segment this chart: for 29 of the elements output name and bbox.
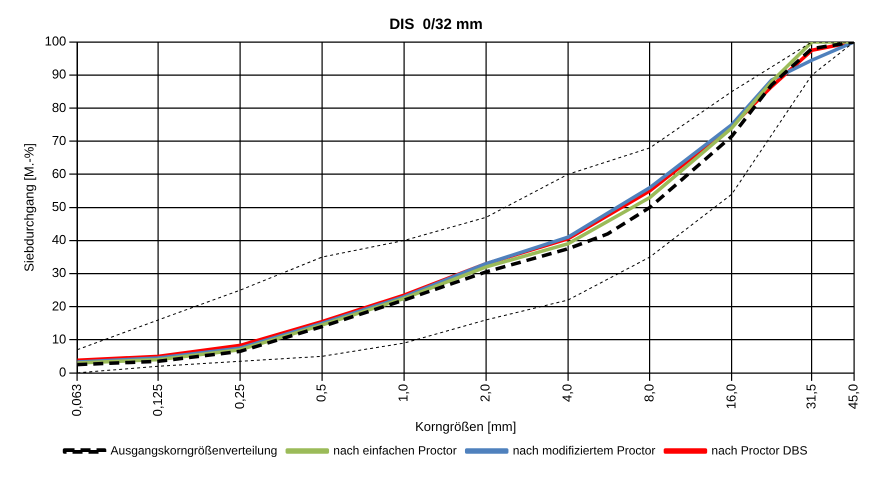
y-tick-label: 10	[52, 331, 66, 346]
x-tick-label: 31,5	[803, 384, 818, 410]
legend-label: nach modifiziertem Proctor	[512, 443, 656, 458]
x-tick-label: 0,063	[68, 384, 84, 416]
x-tick-label: 8,0	[641, 384, 656, 402]
x-tick-label: 16,0	[723, 384, 738, 410]
x-tick-label: 0,125	[150, 384, 165, 416]
x-tick-label: 4,0	[559, 384, 574, 402]
y-tick-label: 100	[44, 34, 66, 49]
y-tick-label: 0	[59, 364, 66, 380]
y-tick-label: 70	[52, 132, 66, 148]
x-axis-title: Korngrößen [mm]	[415, 418, 516, 434]
chart-title: DIS 0/32 mm	[389, 16, 483, 34]
y-tick-label: 50	[52, 199, 66, 214]
x-tick-label: 45,0	[846, 384, 861, 410]
x-tick-label: 1,0	[396, 384, 411, 402]
y-axis-title: Siebdurchgang [M.-%]	[21, 143, 36, 272]
y-tick-label: 90	[52, 66, 66, 82]
y-tick-label: 80	[52, 100, 66, 115]
y-tick-label: 20	[52, 298, 66, 314]
x-tick-label: 0,25	[232, 384, 247, 410]
x-tick-label: 0,5	[314, 384, 329, 402]
x-tick-label: 2,0	[478, 384, 493, 402]
y-tick-label: 60	[52, 166, 66, 181]
y-tick-label: 30	[52, 265, 66, 280]
legend-label: Ausgangskorngrößenverteilung	[110, 443, 278, 458]
y-tick-label: 40	[52, 232, 66, 248]
legend-label: nach einfachen Proctor	[333, 443, 457, 458]
legend-label: nach Proctor DBS	[711, 443, 808, 458]
